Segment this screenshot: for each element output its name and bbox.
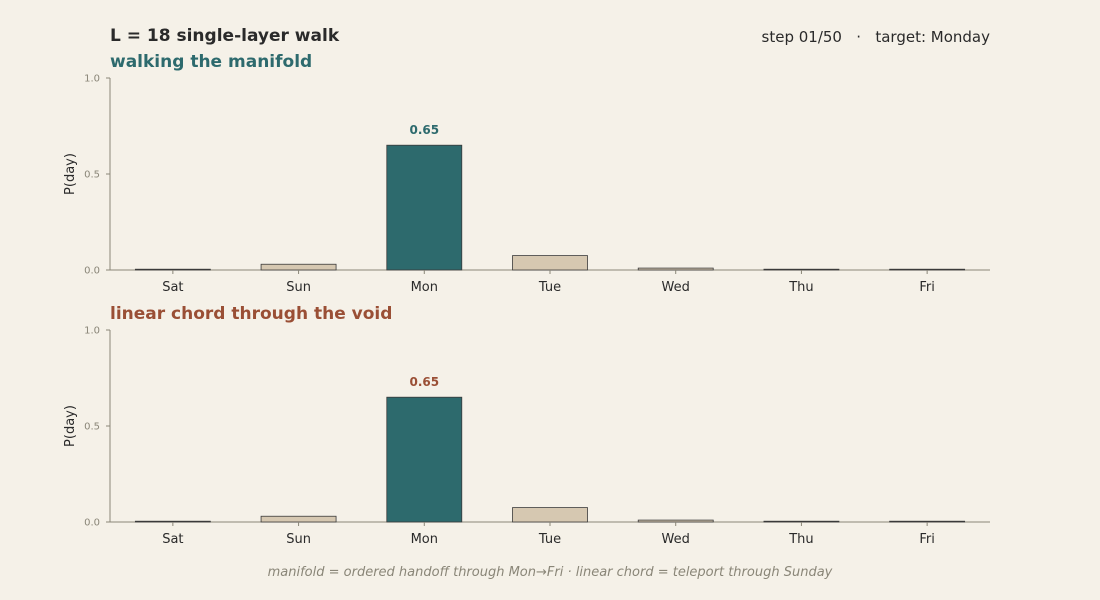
x-tick-label: Thu (788, 532, 813, 547)
bar-sat (134, 520, 211, 523)
bar-tue (512, 507, 588, 523)
y-tick-label: 0.5 (84, 170, 100, 181)
panel-2-title: linear chord through the void (110, 304, 393, 324)
y-tick-label: 0.5 (84, 422, 100, 433)
data-label: 0.65 (409, 123, 439, 137)
x-tick-label: Wed (662, 280, 690, 295)
x-tick-label: Wed (662, 532, 690, 547)
data-label: 0.65 (409, 375, 439, 389)
x-tick-label: Tue (538, 532, 561, 547)
y-tick-label: 0.0 (84, 266, 100, 277)
bar-wed (637, 519, 714, 523)
footnote: manifold = ordered handoff through Mon→F… (267, 565, 833, 580)
panel-1-title: walking the manifold (110, 52, 313, 72)
x-tick-label: Mon (411, 532, 438, 547)
step-status: step 01/50 · target: Monday (761, 28, 990, 46)
y-tick-label: 0.0 (84, 518, 100, 529)
x-tick-label: Sat (162, 532, 183, 547)
bar-sun (260, 515, 337, 523)
x-tick-label: Sun (286, 280, 311, 295)
x-tick-label: Sun (286, 532, 311, 547)
y-axis-label: P(day) (63, 153, 78, 195)
bar-fri (889, 520, 966, 523)
bar-thu (763, 520, 840, 523)
bar-mon (386, 144, 463, 271)
y-axis-label: P(day) (63, 405, 78, 447)
bar-mon (386, 396, 463, 523)
y-tick-label: 1.0 (84, 74, 100, 85)
figure-title: L = 18 single-layer walk (110, 26, 340, 46)
x-tick-label: Fri (919, 532, 935, 547)
x-tick-label: Sat (162, 280, 183, 295)
x-tick-label: Fri (919, 280, 935, 295)
x-tick-label: Thu (788, 280, 813, 295)
y-tick-label: 1.0 (84, 326, 100, 337)
x-tick-label: Mon (411, 280, 438, 295)
manifold-bar-chart: 0.0 0.5 1.0 P(day) Sat Sun Mon 0.65 Tue Wed Thu Fri (63, 74, 990, 295)
chord-bar-chart: 0.0 0.5 1.0 P(day) Sat Sun Mon 0.65 Tue Wed Thu Fri (63, 326, 990, 547)
x-tick-label: Tue (538, 280, 561, 295)
